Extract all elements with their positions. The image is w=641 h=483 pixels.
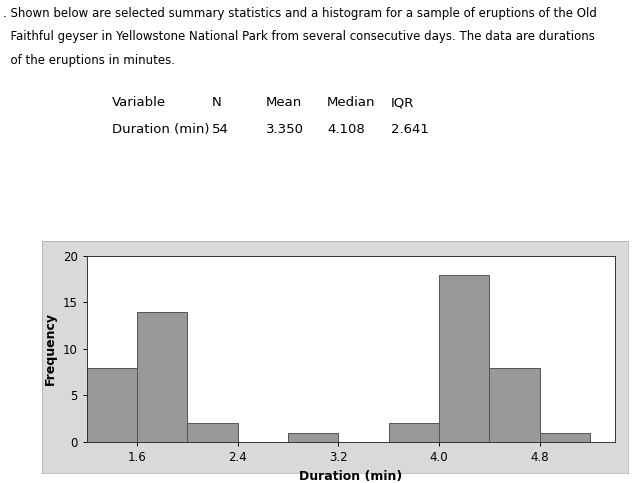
Text: 54: 54: [212, 123, 228, 136]
Text: . Shown below are selected summary statistics and a histogram for a sample of er: . Shown below are selected summary stati…: [3, 7, 597, 20]
Bar: [187, 423, 238, 442]
Text: Mean: Mean: [266, 96, 303, 109]
Bar: [439, 274, 490, 442]
Bar: [540, 433, 590, 442]
Text: Median: Median: [327, 96, 376, 109]
Text: 4.108: 4.108: [327, 123, 365, 136]
Text: Faithful geyser in Yellowstone National Park from several consecutive days. The : Faithful geyser in Yellowstone National …: [3, 30, 595, 43]
Text: Duration (min): Duration (min): [112, 123, 210, 136]
Text: Variable: Variable: [112, 96, 166, 109]
Text: 2.641: 2.641: [391, 123, 429, 136]
Text: IQR: IQR: [391, 96, 414, 109]
Bar: [288, 433, 338, 442]
Y-axis label: Frequency: Frequency: [44, 313, 57, 385]
Text: of the eruptions in minutes.: of the eruptions in minutes.: [3, 54, 175, 67]
X-axis label: Duration (min): Duration (min): [299, 469, 403, 483]
Bar: [137, 312, 187, 442]
Bar: [87, 368, 137, 442]
Bar: [490, 368, 540, 442]
Bar: [388, 423, 439, 442]
Text: 3.350: 3.350: [266, 123, 304, 136]
Text: N: N: [212, 96, 221, 109]
